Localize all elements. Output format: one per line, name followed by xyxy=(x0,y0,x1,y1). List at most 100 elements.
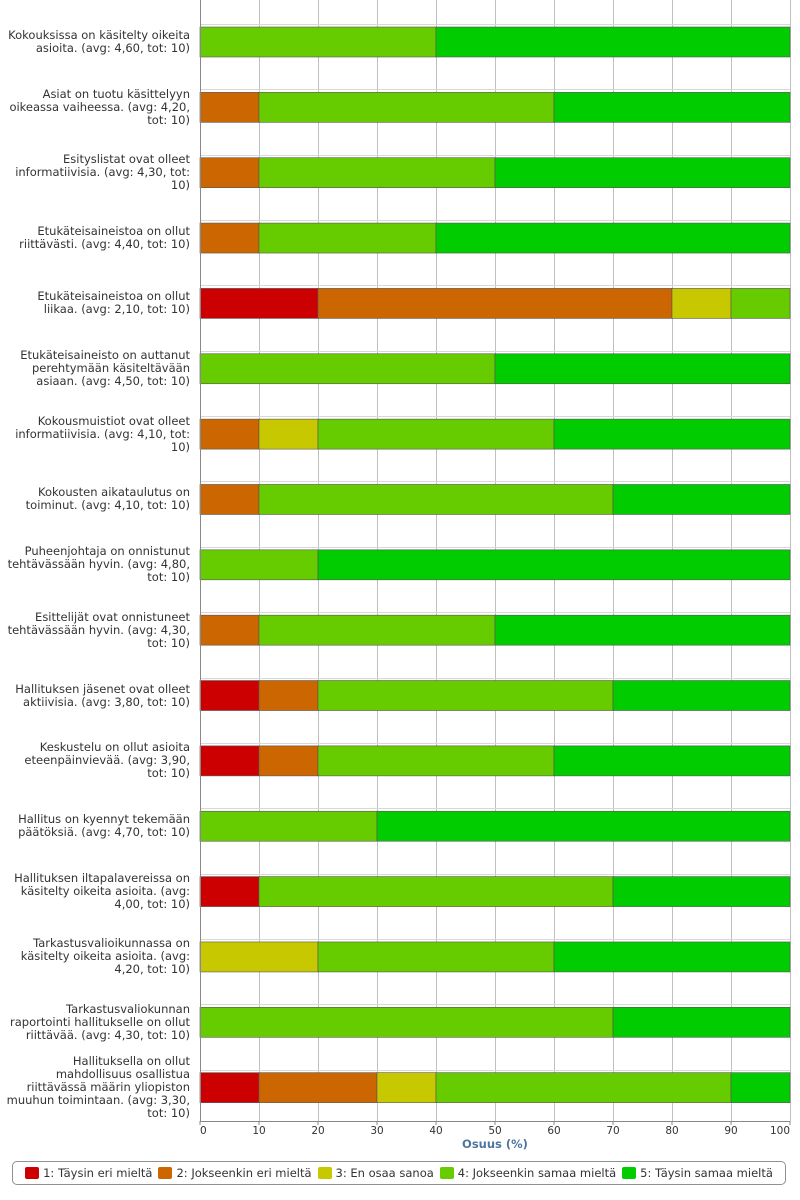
bar-segment-7-series-3[interactable] xyxy=(258,418,319,450)
bar-segment-7-series-2[interactable] xyxy=(199,418,260,450)
bar-segment-4-series-5[interactable] xyxy=(435,222,791,254)
bar-segment-4-series-2[interactable] xyxy=(199,222,260,254)
bar-segment-13-series-4[interactable] xyxy=(199,810,378,842)
bar-segment-6-series-4[interactable] xyxy=(199,353,496,385)
legend-item-2[interactable]: 2: Jokseenkin eri mieltä xyxy=(158,1166,312,1180)
category-label-9: Puheenjohtaja on onnistunut tehtävässään… xyxy=(7,544,190,585)
category-label-17: Hallituksella on ollut mahdollisuus osal… xyxy=(6,1054,190,1121)
category-label-4: Etukäteisaineistoa on ollut riittävästi.… xyxy=(19,224,190,252)
bar-segment-2-series-2[interactable] xyxy=(199,92,260,123)
tick-label-10: 10 xyxy=(252,1125,265,1137)
legend-item-1[interactable]: 1: Täysin eri mieltä xyxy=(25,1166,152,1180)
bar-segment-15-series-3[interactable] xyxy=(199,941,319,973)
legend-label: 5: Täysin samaa mieltä xyxy=(640,1166,773,1180)
bar-segment-2-series-4[interactable] xyxy=(258,92,555,123)
bar-segment-12-series-4[interactable] xyxy=(317,745,555,777)
bar-segment-17-series-1[interactable] xyxy=(199,1072,260,1103)
category-label-12: Keskustelu on ollut asioita eteenpäinvie… xyxy=(24,740,190,781)
bar-segment-16-series-5[interactable] xyxy=(612,1006,791,1038)
bar-segment-5-series-2[interactable] xyxy=(317,288,673,319)
bar-segment-9-series-4[interactable] xyxy=(199,549,319,581)
bar-segment-11-series-1[interactable] xyxy=(199,680,260,711)
bar-segment-4-series-4[interactable] xyxy=(258,222,437,254)
bar-segment-10-series-4[interactable] xyxy=(258,614,496,646)
bar-segment-5-series-3[interactable] xyxy=(671,288,732,319)
category-label-7: Kokousmuistiot ovat olleet informatiivis… xyxy=(15,413,190,454)
tick-label-100: 100 xyxy=(770,1125,790,1137)
tick-label-0: 0 xyxy=(200,1125,207,1137)
bar-segment-16-series-4[interactable] xyxy=(199,1006,614,1038)
legend-swatch xyxy=(439,1167,454,1179)
legend-label: 1: Täysin eri mieltä xyxy=(43,1166,153,1180)
bar-segment-5-series-1[interactable] xyxy=(199,288,319,319)
bar-segment-8-series-5[interactable] xyxy=(612,484,791,515)
bar-segment-11-series-5[interactable] xyxy=(612,680,791,711)
x-axis: 0 10 20 30 40 50 60 70 80 90 100 Osuus (%) xyxy=(199,0,791,1151)
bar-segment-3-series-2[interactable] xyxy=(199,157,260,189)
category-label-5: Etukäteisaineistoa on ollut liikaa. (avg… xyxy=(37,289,190,317)
category-label-13: Hallitus on kyennyt tekemään päätöksiä. … xyxy=(18,812,190,840)
tick-label-40: 40 xyxy=(429,1125,442,1137)
category-label-3: Esityslistat ovat olleet informatiivisia… xyxy=(15,152,190,193)
legend-item-3[interactable]: 3: En osaa sanoa xyxy=(317,1166,434,1180)
category-label-1: Kokouksissa on käsitelty oikeita asioita… xyxy=(8,28,190,55)
bar-segment-15-series-5[interactable] xyxy=(553,941,791,973)
bar-segment-17-series-5[interactable] xyxy=(730,1072,791,1103)
bar-segment-11-series-4[interactable] xyxy=(317,680,614,711)
tick-label-90: 90 xyxy=(724,1125,737,1137)
bar-segment-5-series-4[interactable] xyxy=(730,288,791,319)
category-label-16: Tarkastusvaliokunnan raportointi hallitu… xyxy=(10,1001,190,1042)
tick-label-20: 20 xyxy=(311,1125,324,1137)
tick-label-70: 70 xyxy=(606,1125,619,1137)
category-label-8: Kokousten aikataulutus on toiminut. (avg… xyxy=(25,485,190,513)
legend-label: 4: Jokseenkin samaa mieltä xyxy=(457,1166,617,1180)
bar-segment-14-series-1[interactable] xyxy=(199,876,260,907)
bars xyxy=(199,26,791,1103)
bar-segment-7-series-5[interactable] xyxy=(553,418,791,450)
bar-segment-12-series-2[interactable] xyxy=(258,745,319,777)
legend: 1: Täysin eri mieltä 2: Jokseenkin eri mi… xyxy=(12,1161,786,1185)
legend-item-4[interactable]: 4: Jokseenkin samaa mieltä xyxy=(439,1166,617,1180)
legend-swatch xyxy=(158,1167,173,1179)
bar-segment-9-series-5[interactable] xyxy=(317,549,791,581)
legend-item-5[interactable]: 5: Täysin samaa mieltä xyxy=(622,1166,773,1180)
category-label-11: Hallituksen jäsenet ovat olleet aktiivis… xyxy=(15,681,190,709)
tick-label-80: 80 xyxy=(665,1125,678,1137)
bar-segment-8-series-2[interactable] xyxy=(199,484,260,515)
bar-segment-14-series-5[interactable] xyxy=(612,876,791,907)
bar-segment-12-series-1[interactable] xyxy=(199,745,260,777)
legend-label: 3: En osaa sanoa xyxy=(335,1166,434,1180)
category-label-14: Hallituksen iltapalavereissa on käsitelt… xyxy=(14,871,190,912)
category-label-10: Esittelijät ovat onnistuneet tehtävässää… xyxy=(7,609,190,650)
tick-label-50: 50 xyxy=(488,1125,501,1137)
bar-segment-6-series-5[interactable] xyxy=(494,353,791,385)
x-axis-title: Osuus (%) xyxy=(462,1137,528,1151)
bar-segment-10-series-2[interactable] xyxy=(199,614,260,646)
category-label-6: Etukäteisaineisto on auttanut perehtymää… xyxy=(20,348,190,389)
bar-segment-1-series-4[interactable] xyxy=(199,26,437,58)
category-label-15: Tarkastusvalioikunnassa on käsitelty oik… xyxy=(20,936,190,977)
bar-segment-10-series-5[interactable] xyxy=(494,614,791,646)
bar-segment-1-series-5[interactable] xyxy=(435,26,791,58)
bar-segment-3-series-4[interactable] xyxy=(258,157,496,189)
category-label-2: Asiat on tuotu käsittelyyn oikeassa vaih… xyxy=(9,86,190,127)
bar-segment-17-series-2[interactable] xyxy=(258,1072,378,1103)
legend-label: 2: Jokseenkin eri mieltä xyxy=(176,1166,312,1180)
bar-segment-11-series-2[interactable] xyxy=(258,680,319,711)
bar-segment-3-series-5[interactable] xyxy=(494,157,791,189)
legend-swatch xyxy=(622,1167,637,1179)
legend-swatch xyxy=(317,1167,332,1179)
legend-swatch xyxy=(25,1167,40,1179)
tick-label-30: 30 xyxy=(370,1125,383,1137)
bar-segment-7-series-4[interactable] xyxy=(317,418,555,450)
bar-segment-14-series-4[interactable] xyxy=(258,876,614,907)
bar-segment-15-series-4[interactable] xyxy=(317,941,555,973)
tick-label-60: 60 xyxy=(547,1125,560,1137)
bar-segment-13-series-5[interactable] xyxy=(376,810,791,842)
bar-segment-8-series-4[interactable] xyxy=(258,484,614,515)
bar-segment-2-series-5[interactable] xyxy=(553,92,791,123)
bar-segment-17-series-4[interactable] xyxy=(435,1072,732,1103)
bar-segment-12-series-5[interactable] xyxy=(553,745,791,777)
bar-segment-17-series-3[interactable] xyxy=(376,1072,437,1103)
